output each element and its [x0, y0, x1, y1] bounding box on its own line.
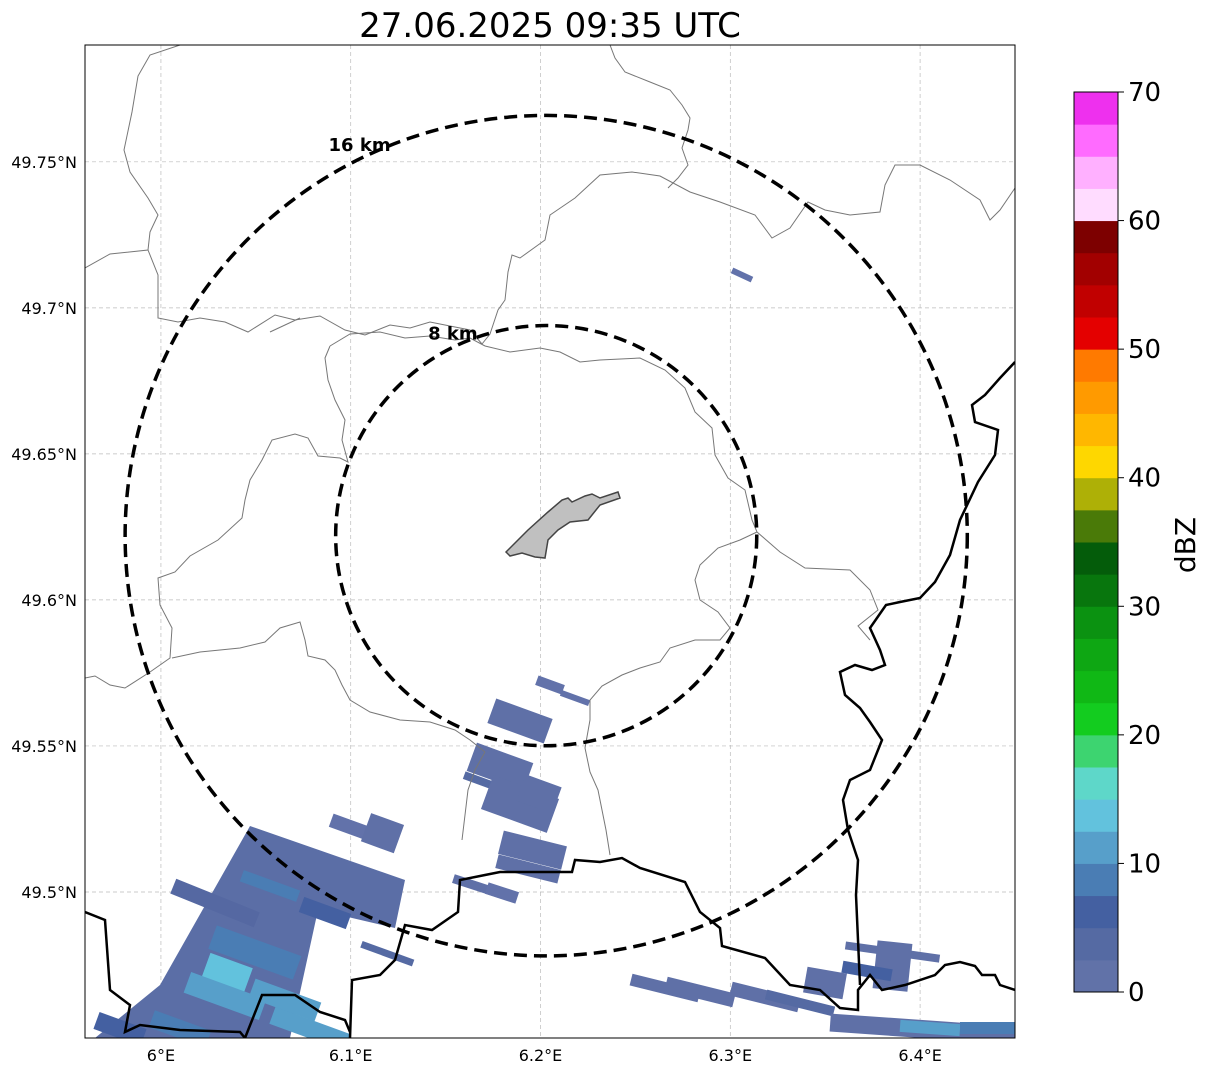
colorbar-swatch [1074, 317, 1118, 350]
echo-isolated-north [730, 267, 754, 283]
range-rings: 8 km 16 km [123, 113, 970, 958]
colorbar-frame [1073, 91, 1119, 993]
colorbar-tick-label: 10 [1128, 849, 1161, 879]
colorbar-tick-label: 50 [1128, 335, 1161, 365]
colorbar-ticks: 0 10 20 30 40 50 60 70 [1118, 78, 1161, 1008]
colorbar-swatch [1074, 863, 1118, 897]
map-title: 27.06.2025 09:35 UTC [359, 6, 741, 46]
admin-boundaries [85, 45, 1015, 856]
colorbar-label: dBZ [1169, 517, 1202, 573]
colorbar-tick-label: 40 [1128, 464, 1161, 494]
colorbar-tick-label: 60 [1128, 207, 1161, 237]
colorbar-swatches [1074, 92, 1118, 993]
colorbar-swatch [1074, 831, 1118, 864]
x-tick-label: 6.3°E [709, 1046, 753, 1065]
colorbar-swatch [1074, 413, 1118, 447]
y-tick-label: 49.65°N [11, 445, 77, 464]
y-tick-label: 49.55°N [11, 737, 77, 756]
colorbar-swatch [1074, 284, 1118, 318]
colorbar-swatch [1074, 670, 1118, 704]
y-tick-label: 49.5°N [21, 883, 77, 902]
range-ring-label: 8 km [428, 323, 478, 344]
colorbar-tick-label: 20 [1128, 721, 1161, 751]
axis-ticks: 6°E 6.1°E 6.2°E 6.3°E 6.4°E 49.75°N 49.7°N 49.6… [11, 153, 942, 1065]
map-frame [84, 44, 1016, 1039]
colorbar-swatch [1074, 767, 1118, 800]
colorbar-swatch [1074, 188, 1118, 222]
colorbar-swatch [1074, 606, 1118, 639]
colorbar-swatch [1074, 799, 1118, 832]
colorbar-swatch [1074, 509, 1118, 543]
range-ring-8km [333, 323, 759, 748]
colorbar-swatch [1074, 92, 1118, 125]
colorbar-swatch [1074, 702, 1118, 736]
x-tick-label: 6.1°E [329, 1046, 373, 1065]
y-tick-label: 49.7°N [21, 299, 77, 318]
range-ring-16km [123, 113, 970, 958]
colorbar-swatch [1074, 574, 1118, 607]
colorbar-swatch [1074, 381, 1118, 414]
colorbar-swatch [1074, 542, 1118, 575]
colorbar-swatch [1074, 734, 1118, 768]
colorbar-tick-label: 30 [1128, 592, 1161, 622]
colorbar-swatch [1074, 124, 1118, 157]
colorbar-swatch [1074, 959, 1118, 993]
colorbar: 0 10 20 30 40 50 60 70 dBZ [1073, 78, 1202, 1008]
radar-site-area [504, 491, 621, 559]
echo-cluster-southeast [629, 940, 1015, 1038]
country-borders [85, 361, 1015, 1038]
colorbar-swatch [1074, 638, 1118, 672]
x-tick-label: 6°E [147, 1046, 175, 1065]
colorbar-swatch [1074, 927, 1118, 961]
colorbar-tick-label: 70 [1128, 78, 1161, 108]
y-tick-label: 49.6°N [21, 591, 77, 610]
x-tick-label: 6.2°E [519, 1046, 563, 1065]
echo-cluster-southwest [93, 813, 415, 1038]
x-tick-label: 6.4°E [898, 1046, 942, 1065]
colorbar-tick-label: 0 [1128, 978, 1145, 1008]
y-tick-label: 49.75°N [11, 153, 77, 172]
colorbar-swatch [1074, 349, 1118, 382]
colorbar-swatch [1074, 895, 1118, 929]
map-layers: 8 km 16 km [85, 45, 1015, 1038]
reflectivity-layer [93, 267, 1015, 1038]
colorbar-swatch [1074, 156, 1118, 189]
colorbar-swatch [1074, 445, 1118, 479]
colorbar-swatch [1074, 220, 1118, 254]
range-ring-label: 16 km [329, 135, 391, 156]
colorbar-swatch [1074, 477, 1118, 511]
colorbar-swatch [1074, 252, 1118, 286]
